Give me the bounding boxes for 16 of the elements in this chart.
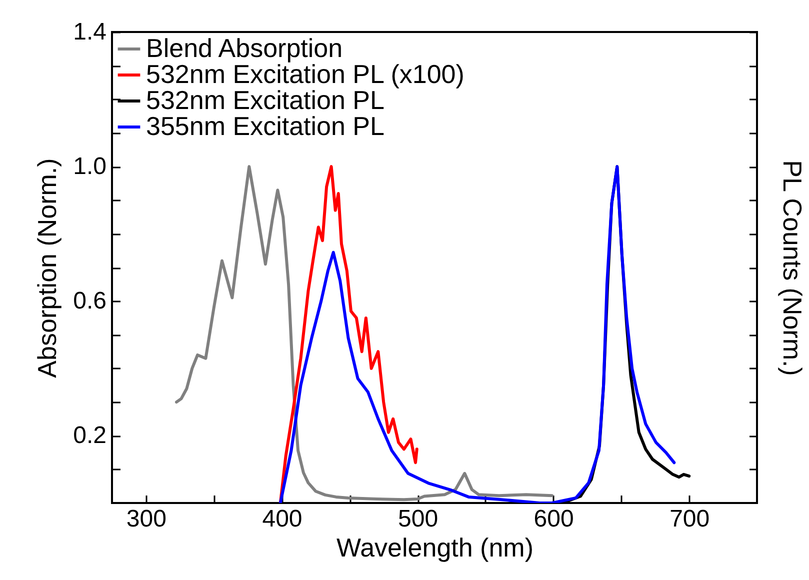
x-tick-label: 300 <box>126 506 166 532</box>
line-series <box>278 165 418 503</box>
y-axis-title: Absorption (Norm.) <box>32 158 62 378</box>
y2-axis-title: PL Counts (Norm.) <box>777 160 808 376</box>
x-tick-label: 400 <box>262 506 302 532</box>
legend-label: Blend Absorption <box>146 33 343 63</box>
x-tick-label: 600 <box>534 506 574 532</box>
x-tick-label: 500 <box>398 506 438 532</box>
line-series <box>278 165 676 503</box>
x-axis-title: Wavelength (nm) <box>336 532 534 562</box>
y-tick-label: 0.6 <box>73 288 106 315</box>
y-tick-label: 1.0 <box>73 153 106 180</box>
y-tick-label: 0.2 <box>73 422 106 450</box>
y-tick-label: 1.4 <box>73 18 106 46</box>
x-tick-label: 700 <box>670 506 710 532</box>
line-series <box>175 165 554 502</box>
